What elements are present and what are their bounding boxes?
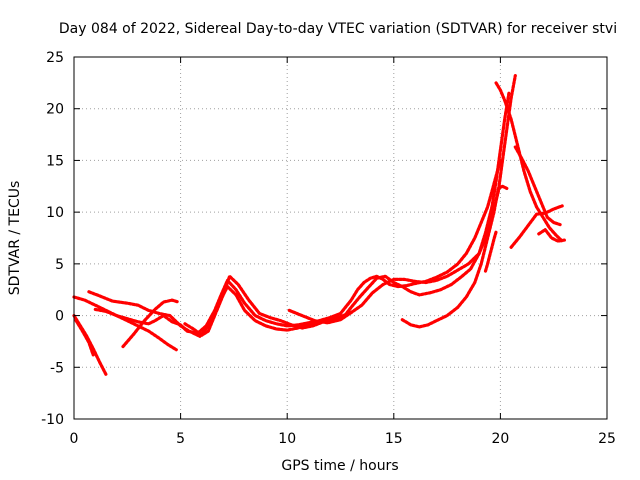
y-tick-label: -10 — [41, 412, 64, 428]
x-tick-label: 10 — [278, 431, 296, 447]
chart-title: Day 084 of 2022, Sidereal Day-to-day VTE… — [59, 21, 617, 37]
series-track-5 — [93, 307, 178, 352]
series-track-12 — [513, 145, 562, 227]
series-track-3 — [72, 158, 502, 335]
series-track-8 — [287, 308, 353, 325]
x-tick-label: 0 — [70, 431, 79, 447]
y-tick-label: 20 — [46, 102, 64, 118]
axis-ticks: 0 5 10 15 20 25 -10 -5 0 5 10 15 20 25 — [41, 50, 616, 447]
series-track-14 — [537, 228, 567, 243]
x-tick-label: 15 — [385, 431, 403, 447]
series-track-9 — [400, 184, 509, 329]
y-tick-label: 10 — [46, 205, 64, 221]
plot-frame — [73, 56, 608, 420]
y-tick-label: 25 — [46, 50, 64, 66]
series-track-7 — [183, 73, 517, 337]
y-tick-label: 0 — [55, 309, 64, 325]
y-tick-label: -5 — [50, 360, 64, 376]
x-tick-label: 20 — [491, 431, 509, 447]
x-tick-label: 5 — [176, 431, 185, 447]
x-tick-label: 25 — [598, 431, 616, 447]
series-track-13 — [509, 204, 564, 249]
y-tick-label: 5 — [55, 257, 64, 273]
series-track-6 — [121, 298, 181, 349]
series-track-10 — [483, 230, 498, 273]
grid — [74, 57, 607, 419]
series-track-2 — [74, 319, 95, 357]
series-track-4 — [87, 91, 511, 338]
data-series-group — [72, 73, 567, 377]
y-tick-label: 15 — [46, 153, 64, 169]
series-track-11 — [494, 81, 564, 243]
x-axis-label: GPS time / hours — [281, 458, 398, 474]
y-axis-label: SDTVAR / TECUs — [7, 181, 23, 296]
